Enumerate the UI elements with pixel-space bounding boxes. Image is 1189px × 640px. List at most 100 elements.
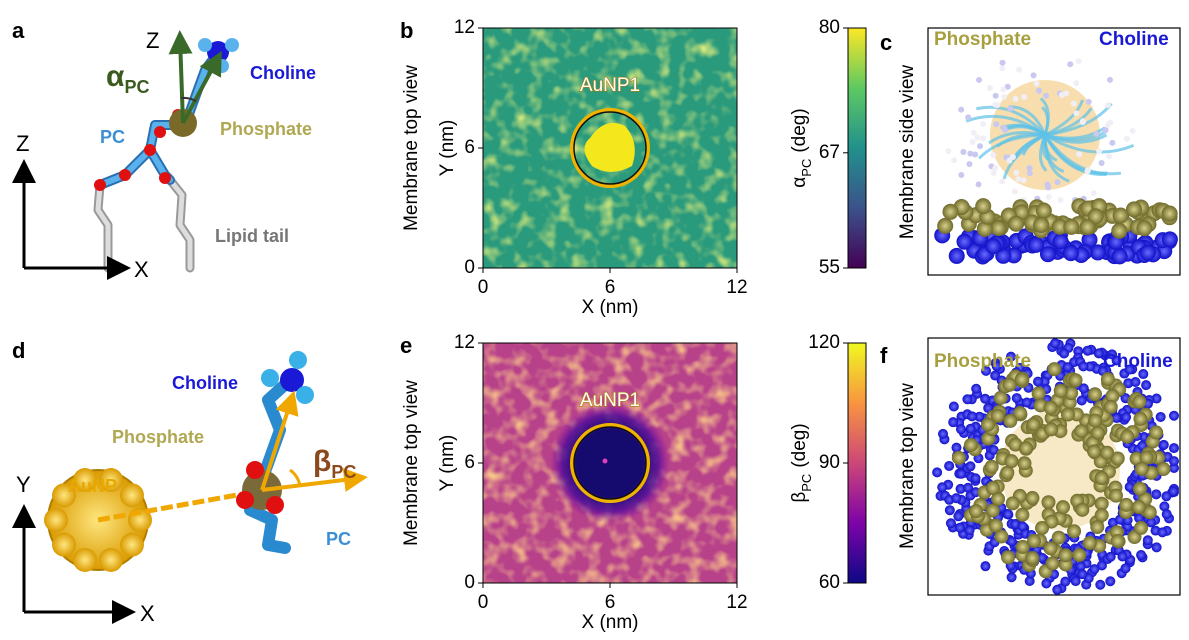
phosphate-bead [1090, 425, 1105, 440]
phosphate-bead [1004, 454, 1019, 469]
ligand-atom [999, 59, 1006, 66]
panel-label: b [400, 18, 413, 43]
y-tick-label: 12 [454, 17, 475, 38]
ligand-atom [1073, 110, 1080, 117]
angle-label: αPC [106, 60, 149, 97]
phosphate-bead [1131, 500, 1146, 515]
angle-label-symbol: α [106, 60, 125, 93]
colorbar [847, 27, 867, 269]
choline-bead [954, 522, 965, 533]
phosphate-bead [980, 417, 995, 432]
ligand-atom [1004, 83, 1011, 90]
y-tick-label: 6 [464, 452, 475, 473]
phosphate-bead [1044, 422, 1059, 437]
choline-bead [1077, 569, 1088, 580]
choline-bead [956, 233, 973, 250]
ligand-atom [1001, 93, 1008, 100]
choline-bead [1161, 231, 1178, 248]
ligand-atom [967, 150, 974, 157]
colorbar-subscript: PC [799, 474, 814, 492]
choline-bead [1159, 501, 1170, 512]
aunp-outline [570, 108, 650, 188]
annotation: AuNP1 [580, 75, 640, 96]
phosphate-bead [1161, 205, 1178, 222]
phosphate-bead [1003, 413, 1018, 428]
ligand [978, 133, 1046, 160]
choline-bead [1037, 552, 1048, 563]
methyl-group [261, 369, 279, 387]
choline-bead [1006, 536, 1017, 547]
choline-bead [974, 411, 985, 422]
ligand-atom [992, 101, 999, 108]
x-axis-label: X (nm) [582, 297, 639, 318]
phosphate-bead [1001, 550, 1016, 565]
ligand-atom [1045, 184, 1052, 191]
phosphate-bead [993, 390, 1008, 405]
choline-bead [964, 525, 975, 536]
ligand-atom [1036, 87, 1043, 94]
angle-label-symbol: β [313, 445, 331, 478]
ligand-atom [945, 148, 952, 155]
vector-z [168, 30, 193, 124]
methyl-group [289, 351, 307, 369]
choline-bead [956, 468, 967, 479]
choline-bead [1002, 509, 1013, 520]
colorbar-tick-label: 120 [808, 332, 840, 353]
ligand-atom [980, 135, 987, 142]
ligand-atom [1079, 118, 1086, 125]
phosphate-bead [1064, 386, 1079, 401]
phosphate-bead [1033, 217, 1050, 234]
choline-bead [1124, 364, 1135, 375]
choline-bead [1130, 376, 1141, 387]
choline-bead [944, 460, 955, 471]
choline-bead [1142, 535, 1153, 546]
aunp-bump [98, 547, 123, 572]
choline-bead [1139, 244, 1156, 261]
ligand-atom [992, 164, 999, 171]
choline-bead [1052, 584, 1063, 595]
phosphate-bead [1100, 372, 1115, 387]
oxygen-atom [144, 144, 156, 156]
phosphate-bead [1018, 441, 1033, 456]
ligand-atom [1030, 72, 1037, 79]
ligand-atom [1096, 148, 1103, 155]
phosphate-bead [1058, 548, 1073, 563]
ligand-atom [958, 106, 965, 113]
aunp-bump [44, 508, 68, 532]
ligand-atom [1106, 153, 1113, 160]
ligand-atom [1045, 193, 1052, 200]
pc-label: PC [100, 127, 125, 147]
phosphate-bead [1063, 218, 1080, 235]
phosphate-bead [1005, 496, 1020, 511]
choline-bead [1111, 248, 1128, 265]
panel-label: d [12, 338, 25, 363]
choline-bead [965, 461, 976, 472]
lipid-tail-label: Lipid tail [215, 226, 289, 246]
phosphate-bead [1090, 520, 1105, 535]
aunp-outline-inner [573, 111, 647, 185]
ligand-atom [1123, 135, 1130, 142]
oxygen-atom [159, 172, 171, 184]
choline-bead [1124, 481, 1135, 492]
choline-bead [955, 483, 966, 494]
phosphate-bead [969, 504, 984, 519]
choline-bead [1021, 397, 1032, 408]
phosphate-bead [942, 203, 959, 220]
phosphate-bead [1156, 462, 1171, 477]
phosphate-bead [1088, 413, 1103, 428]
phosphate-label: Phosphate [112, 427, 204, 447]
choline-bead [944, 505, 955, 516]
pc-label: PC [326, 529, 351, 549]
choline-bead [970, 473, 981, 484]
ligand-atom [1067, 61, 1074, 68]
ligand-atom [958, 171, 965, 178]
choline-bead [1105, 551, 1116, 562]
annotation: AuNP1 [580, 390, 640, 411]
ligand-atom [1002, 126, 1009, 133]
aunp-bump [73, 547, 98, 572]
colorbar-label: βPC (deg) [789, 423, 814, 502]
phosphate-bead [988, 518, 1003, 533]
phosphate-bead [951, 450, 966, 465]
